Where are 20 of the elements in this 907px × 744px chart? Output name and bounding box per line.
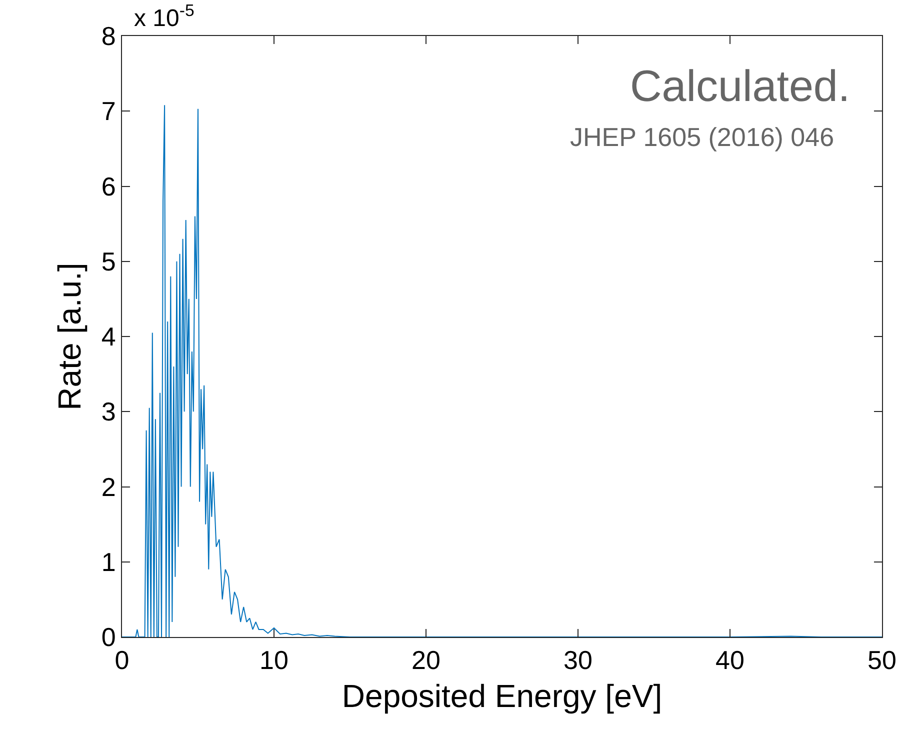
y-tick-label: 3 xyxy=(101,396,116,427)
x-tick-label: 50 xyxy=(868,645,896,676)
y-tick-label: 4 xyxy=(101,322,116,352)
x-axis-title: Deposited Energy [eV] xyxy=(342,678,662,714)
x-tick-label: 30 xyxy=(564,645,592,676)
text: x 10$^{-5}$ xyxy=(134,1,194,32)
x-tick-label: 40 xyxy=(716,645,744,676)
y-tick-label: 2 xyxy=(101,472,116,502)
y-tick-label: 6 xyxy=(101,171,116,202)
annotation: Calculated. xyxy=(630,62,850,111)
line-series xyxy=(122,104,882,637)
y-axis-title: Rate [a.u.] xyxy=(52,262,88,410)
annotation: JHEP 1605 (2016) 046 xyxy=(570,122,834,152)
y-tick-label: 1 xyxy=(101,546,116,577)
y-tick-label: 0 xyxy=(101,622,116,652)
x-tick-label: 20 xyxy=(412,645,440,676)
y-tick-label: 8 xyxy=(101,21,116,52)
x-tick-label: 10 xyxy=(260,645,288,676)
y-tick-label: 7 xyxy=(101,96,116,126)
y-tick-label: 5 xyxy=(101,246,116,276)
